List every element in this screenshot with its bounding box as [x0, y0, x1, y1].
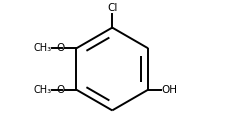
Text: O: O [56, 43, 64, 53]
Text: CH₃: CH₃ [33, 43, 51, 53]
Text: O: O [56, 85, 64, 95]
Text: Cl: Cl [106, 3, 117, 13]
Text: OH: OH [160, 85, 176, 95]
Text: CH₃: CH₃ [33, 85, 51, 95]
